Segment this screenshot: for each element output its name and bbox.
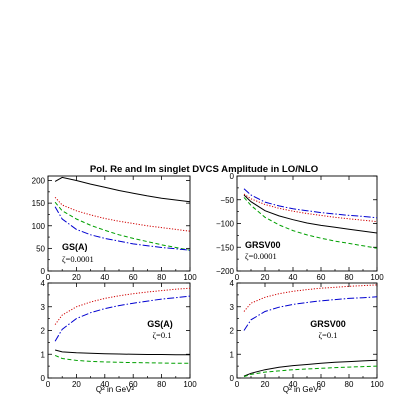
x-tick-label: 60 <box>129 380 138 389</box>
x-tick-label: 20 <box>261 273 270 282</box>
series-line-1 <box>243 194 377 234</box>
series-line-2 <box>54 196 190 232</box>
series-line-3 <box>243 197 377 249</box>
y-tick-label: 2 <box>230 327 235 336</box>
x-tick-label: 80 <box>157 273 166 282</box>
x-tick-label: 20 <box>261 380 270 389</box>
x-axis-title-right: Q² in GeV² <box>283 385 322 394</box>
x-tick-label: 40 <box>100 380 109 389</box>
panel-label: GS(A) <box>62 242 88 252</box>
x-tick-label: 60 <box>129 273 138 282</box>
y-tick-label: 50 <box>36 244 45 253</box>
panel-label: GRSV00 <box>310 319 346 329</box>
x-tick-label: 0 <box>46 380 51 389</box>
y-tick-label: 0 <box>41 267 46 276</box>
y-tick-label: 1 <box>230 350 235 359</box>
panel-sublabel: ζ=0.0001 <box>62 254 94 264</box>
series-line-1 <box>54 176 190 203</box>
x-tick-label: 20 <box>72 273 81 282</box>
series-line-3 <box>54 201 190 251</box>
x-tick-label: 40 <box>289 380 298 389</box>
y-tick-label: 150 <box>32 199 46 208</box>
y-tick-label: 0 <box>230 374 235 383</box>
y-tick-label: 1 <box>41 350 46 359</box>
y-tick-label: 3 <box>41 303 46 312</box>
x-tick-label: 0 <box>235 273 240 282</box>
y-tick-label: −150 <box>216 243 235 252</box>
x-tick-label: 0 <box>46 273 51 282</box>
panel-2: 0 20 40 60 80 100 −200 −150 −100 −50 0 GRSV00ζ=0.00… <box>216 172 384 282</box>
panel-sublabel: ζ=0.1 <box>153 330 172 340</box>
series-line-1 <box>54 349 190 356</box>
x-tick-label: 0 <box>235 380 240 389</box>
series-line-4 <box>54 295 190 342</box>
x-tick-label: 100 <box>370 380 384 389</box>
y-tick-label: 3 <box>230 303 235 312</box>
y-tick-label: 100 <box>32 222 46 231</box>
x-axis-title-left: Q² in GeV² <box>96 385 135 394</box>
x-tick-label: 100 <box>183 273 197 282</box>
series-line-3 <box>54 354 190 364</box>
y-tick-label: −50 <box>220 196 234 205</box>
x-tick-label: 80 <box>157 380 166 389</box>
panel-1: 0 20 40 60 80 100 0 50 100 150 200 GS(A) ζ=0.0001 <box>32 175 197 282</box>
x-tick-label: 60 <box>317 380 326 389</box>
panel-label: GS(A) <box>147 319 173 329</box>
panel-3: 0 20 40 60 80 100 0 1 2 3 4 GS(A)ζ=0.1 <box>41 279 198 389</box>
series-line-2 <box>54 287 190 325</box>
series-line-4 <box>243 188 377 219</box>
x-tick-label: 40 <box>289 273 298 282</box>
y-tick-label: 4 <box>41 279 46 288</box>
series-line-4 <box>243 296 377 331</box>
y-tick-label: 0 <box>41 374 46 383</box>
y-tick-label: 2 <box>41 327 46 336</box>
series-line-4 <box>54 206 190 251</box>
y-tick-label: −200 <box>216 267 235 276</box>
x-tick-label: 80 <box>345 273 354 282</box>
series-line-2 <box>243 284 377 312</box>
figure-title: Pol. Re and Im singlet DVCS Amplitude in… <box>90 164 319 175</box>
y-tick-label: 4 <box>230 279 235 288</box>
x-tick-label: 100 <box>370 273 384 282</box>
panel-sublabel: ζ=0.0001 <box>245 251 277 261</box>
x-tick-label: 80 <box>345 380 354 389</box>
y-tick-label: 200 <box>32 177 46 186</box>
panel-sublabel: ζ=0.1 <box>319 330 338 340</box>
x-tick-label: 20 <box>72 380 81 389</box>
x-tick-label: 100 <box>183 380 197 389</box>
panel-label: GRSV00 <box>245 240 281 250</box>
x-tick-label: 40 <box>100 273 109 282</box>
y-tick-label: −100 <box>216 220 235 229</box>
series-line-3 <box>243 365 377 378</box>
y-tick-label: 0 <box>230 172 235 181</box>
series-line-1 <box>243 359 377 377</box>
x-tick-label: 60 <box>317 273 326 282</box>
